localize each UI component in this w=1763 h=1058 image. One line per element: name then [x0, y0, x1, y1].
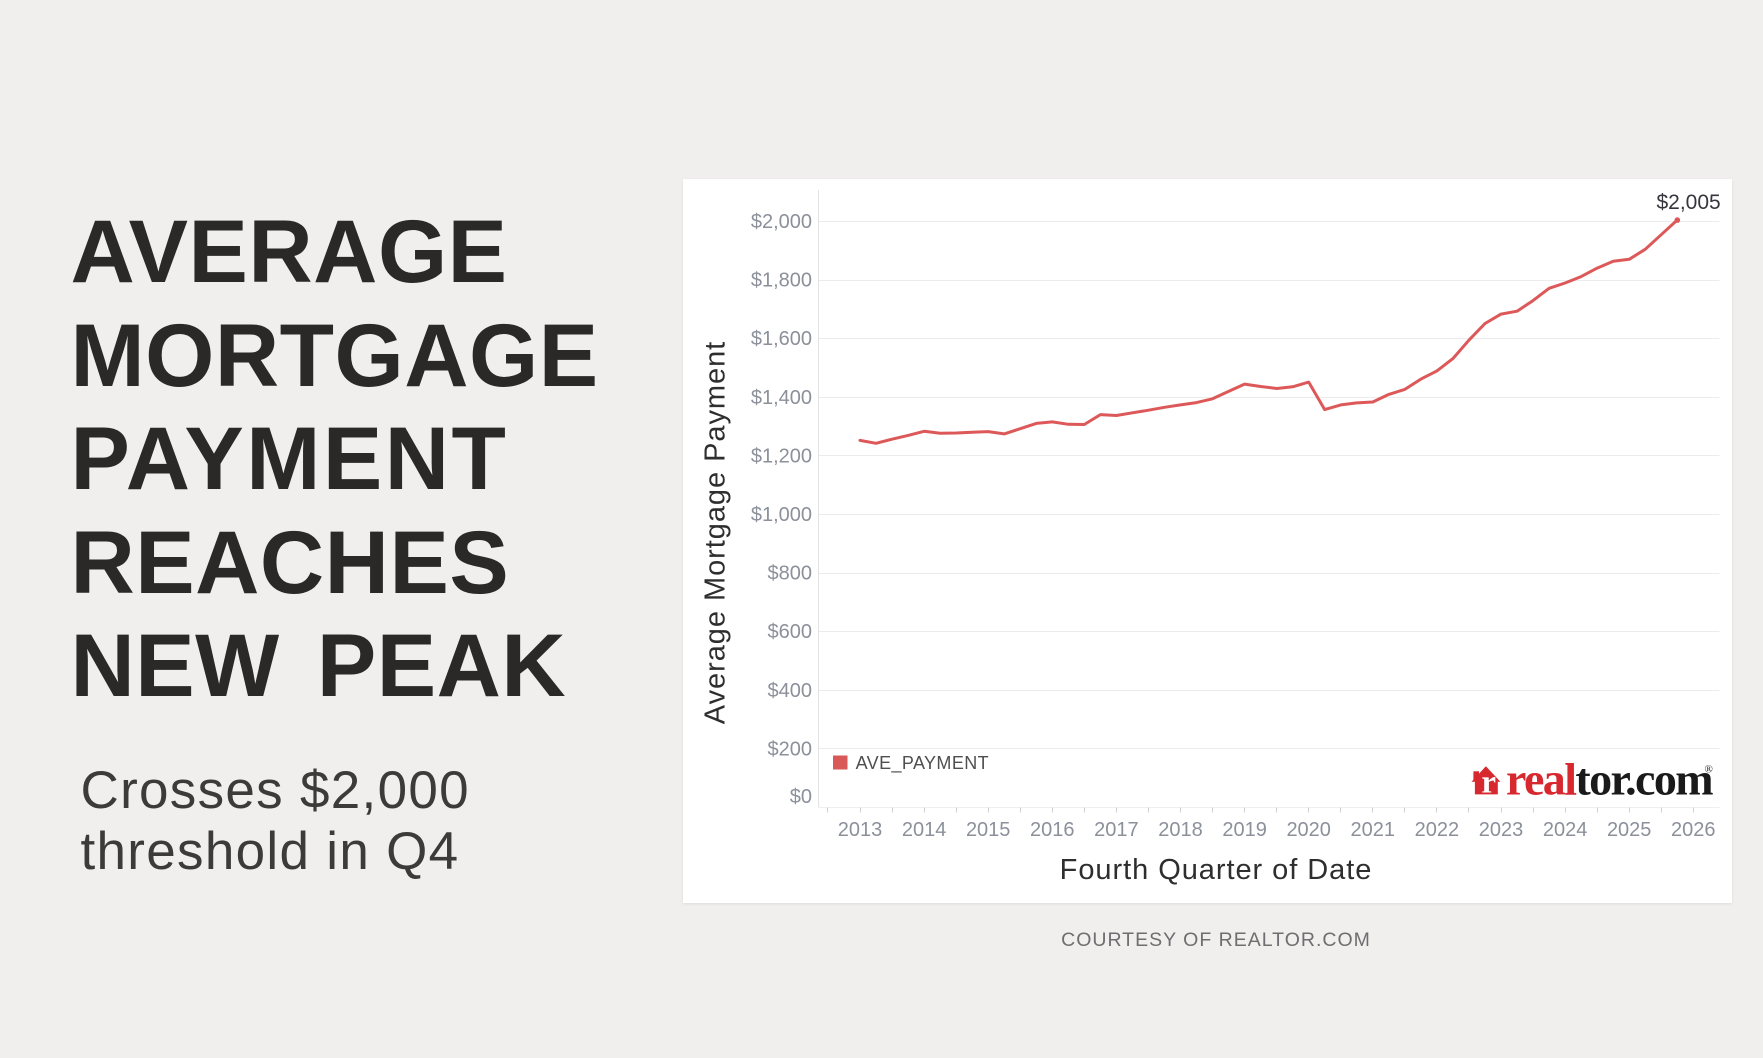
svg-text:2023: 2023: [1479, 819, 1524, 841]
svg-text:2017: 2017: [1094, 819, 1139, 841]
svg-text:$0: $0: [790, 786, 812, 808]
svg-text:2018: 2018: [1158, 819, 1203, 841]
svg-text:2026: 2026: [1671, 819, 1716, 841]
svg-text:Fourth Quarter of Date: Fourth Quarter of Date: [1060, 854, 1373, 886]
svg-text:Average Mortgage Payment: Average Mortgage Payment: [700, 341, 732, 724]
svg-text:®: ®: [1705, 764, 1713, 776]
svg-text:2020: 2020: [1286, 819, 1331, 841]
svg-text:2014: 2014: [902, 819, 947, 841]
svg-text:2024: 2024: [1543, 819, 1588, 841]
svg-text:2013: 2013: [838, 819, 883, 841]
svg-text:2019: 2019: [1222, 819, 1267, 841]
svg-text:2015: 2015: [966, 819, 1011, 841]
svg-text:$1,800: $1,800: [751, 270, 812, 292]
svg-text:$600: $600: [768, 621, 813, 643]
svg-text:$400: $400: [768, 680, 813, 702]
svg-text:2022: 2022: [1415, 819, 1460, 841]
svg-text:r: r: [1481, 764, 1496, 800]
svg-text:2021: 2021: [1351, 819, 1396, 841]
svg-text:$1,200: $1,200: [751, 445, 812, 467]
svg-text:$1,600: $1,600: [751, 328, 812, 350]
svg-text:$800: $800: [768, 563, 813, 585]
svg-text:$200: $200: [768, 738, 813, 760]
svg-text:AVE_PAYMENT: AVE_PAYMENT: [856, 753, 989, 774]
svg-text:$2,000: $2,000: [751, 211, 812, 233]
svg-text:$2,005: $2,005: [1656, 191, 1720, 214]
svg-text:$1,000: $1,000: [751, 504, 812, 526]
svg-text:$1,400: $1,400: [751, 387, 812, 409]
svg-text:realtor.com: realtor.com: [1506, 753, 1713, 804]
svg-text:2025: 2025: [1607, 819, 1652, 841]
svg-text:2016: 2016: [1030, 819, 1075, 841]
